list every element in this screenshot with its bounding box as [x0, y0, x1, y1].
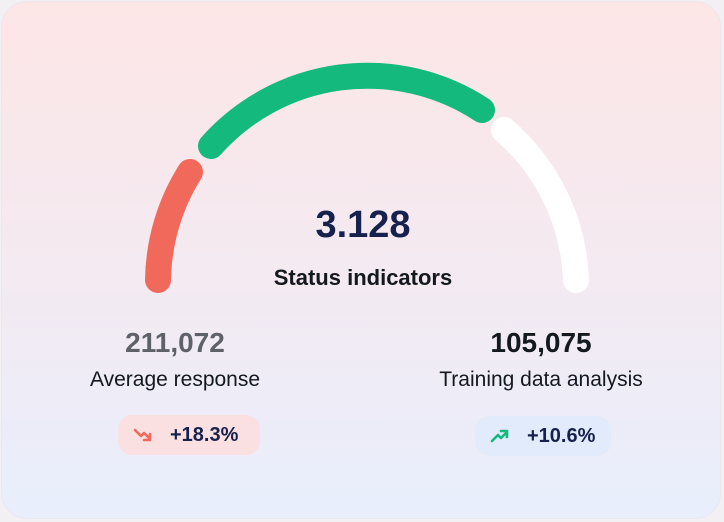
- gauge-segment-white: [491, 117, 589, 293]
- gauge-chart: [145, 62, 589, 293]
- change-value: +10.6%: [527, 424, 596, 447]
- metric-value: 105,075: [490, 327, 592, 358]
- gauge-segment-red: [145, 159, 203, 293]
- change-value: +18.3%: [170, 423, 239, 446]
- metric-training-data-analysis: 105,075 Training data analysis: [402, 325, 680, 394]
- change-badge-training-data-analysis: +10.6%: [475, 416, 611, 456]
- metric-label: Average response: [89, 368, 261, 391]
- trend-down-icon: [132, 424, 154, 446]
- metric-value: 211,072: [125, 327, 225, 358]
- gauge-label: Status indicators: [273, 265, 453, 290]
- gauge-segment-green: [198, 62, 495, 159]
- metric-average-response: 211,072 Average response: [50, 325, 300, 394]
- metric-label: Training data analysis: [439, 368, 643, 391]
- trend-up-icon: [489, 425, 511, 447]
- gauge-value: 3.128: [315, 204, 411, 246]
- change-badge-average-response: +18.3%: [118, 415, 260, 455]
